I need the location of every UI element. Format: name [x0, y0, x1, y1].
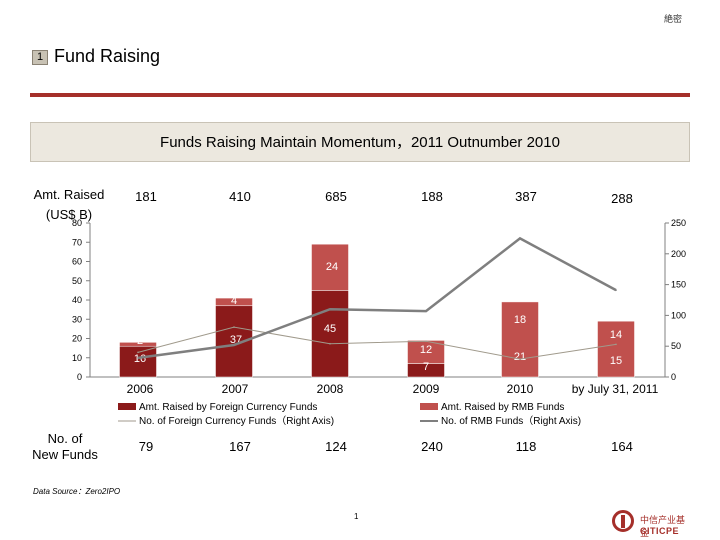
right-axis-tick-label: 0	[671, 372, 676, 382]
logo-chinese-name: 中信产业基金	[640, 516, 686, 539]
category-label: 2009	[413, 382, 440, 396]
funds-total-2008: 124	[325, 439, 347, 454]
section-number: 1	[32, 50, 48, 65]
legend-rmb-bar-label: Amt. Raised by RMB Funds	[441, 402, 564, 413]
new-funds-label-line2: New Funds	[32, 447, 98, 462]
legend-rmb-line-label: No. of RMB Funds（Right Axis)	[441, 415, 581, 427]
bar-rmb-by-July-31-2011	[597, 320, 635, 378]
amount-total-by-July-31-2011: 288	[611, 191, 633, 206]
right-axis-tick-label: 50	[671, 341, 681, 351]
line-rmb-funds-point	[329, 308, 331, 311]
funds-total-2007: 167	[229, 439, 251, 454]
right-axis-tick-label: 100	[671, 310, 686, 320]
category-label: 2006	[127, 382, 154, 396]
legend-foreign-line-label: No. of Foreign Currency Funds（Right Axis…	[139, 415, 334, 427]
amount-raised-label-line1: Amt. Raised	[33, 187, 105, 202]
bar-label-extra: 14	[610, 329, 622, 341]
section-title: Fund Raising	[54, 46, 161, 66]
amount-total-2009: 188	[421, 189, 443, 204]
legend-rmb-bar-swatch	[420, 403, 438, 410]
bar-label-rmb: 4	[231, 295, 237, 307]
bar-label-foreign: 45	[324, 323, 336, 335]
new-funds-label-line1: No. of	[47, 431, 83, 446]
line-rmb-funds-point	[425, 310, 427, 312]
bar-foreign-2006	[119, 345, 157, 378]
right-axis-tick-label: 250	[671, 218, 686, 228]
confidential-mark: 絶密	[663, 14, 682, 24]
logo-english-name: CITICPE	[640, 526, 680, 536]
bar-rmb-2008	[311, 243, 349, 291]
chart-banner-title: Funds Raising Maintain Momentum，2011 Out…	[30, 122, 690, 162]
citicpe-logo: 中信产业基金 CITICPE	[612, 510, 688, 540]
bar-label-extra: 21	[514, 351, 526, 363]
left-axis-tick-label: 20	[72, 334, 82, 344]
bar-label-extra: 15	[610, 355, 622, 367]
bar-rmb-2010	[501, 301, 539, 378]
amount-raised-label-line2: (US$ B)	[45, 207, 93, 222]
line-rmb-funds-point	[233, 344, 235, 346]
page-number: 1	[354, 512, 359, 521]
legend-foreign-bar-label: Amt. Raised by Foreign Currency Funds	[139, 402, 317, 413]
category-label: by July 31, 2011	[572, 382, 659, 396]
funds-total-2006: 79	[139, 439, 153, 454]
amount-raised-label: Amt. Raised (US$ B)	[30, 185, 108, 225]
line-foreign-funds-point	[519, 358, 521, 360]
left-axis-tick-label: 80	[72, 218, 82, 228]
bar-foreign-2008	[311, 290, 349, 378]
funds-total-2009: 240	[421, 439, 443, 454]
left-axis-tick-label: 40	[72, 295, 82, 305]
new-funds-label: No. of New Funds	[30, 431, 100, 463]
line-foreign-funds-point	[137, 351, 139, 354]
bar-label-extra: 18	[514, 314, 526, 326]
bar-rmb-2006	[119, 342, 157, 347]
left-axis-tick-label: 70	[72, 237, 82, 247]
line-foreign-funds	[137, 326, 617, 360]
line-rmb-funds-point	[615, 289, 617, 291]
line-foreign-funds-point	[329, 342, 331, 345]
amount-total-2007: 410	[229, 189, 251, 204]
line-foreign-funds-point	[233, 326, 235, 328]
left-axis-tick-label: 10	[72, 353, 82, 363]
funds-total-by-July-31-2011: 164	[611, 439, 633, 454]
citic-logo-icon	[612, 510, 634, 532]
right-axis-tick-label: 150	[671, 280, 686, 290]
right-axis-tick-label: 200	[671, 249, 686, 259]
amount-total-2008: 685	[325, 189, 347, 204]
bar-label-foreign: 7	[423, 361, 429, 373]
category-label: 2007	[222, 382, 249, 396]
left-axis-tick-label: 60	[72, 257, 82, 267]
amount-total-2010: 387	[515, 189, 537, 204]
left-axis-tick-label: 0	[77, 372, 82, 382]
line-rmb-funds	[137, 236, 617, 360]
title-divider	[30, 93, 690, 97]
bar-rmb-2009	[407, 340, 445, 364]
left-axis-tick-label: 30	[72, 314, 82, 324]
line-rmb-funds-point	[137, 357, 139, 359]
funds-total-2010: 118	[516, 439, 537, 454]
category-label: 2008	[317, 382, 344, 396]
bar-rmb-2007	[215, 297, 253, 307]
line-foreign-funds-point	[615, 343, 617, 346]
legend-foreign-bar-swatch	[118, 403, 136, 410]
line-foreign-funds-point	[425, 340, 427, 343]
amount-total-2006: 181	[135, 189, 157, 204]
left-axis-tick-label: 50	[72, 276, 82, 286]
line-rmb-funds-point	[519, 237, 521, 240]
bar-label-rmb: 2	[137, 335, 143, 347]
category-label: 2010	[507, 382, 534, 396]
bar-label-rmb: 24	[326, 261, 338, 273]
bar-label-foreign: 16	[134, 353, 146, 365]
data-source: Data Source：Zero2IPO	[33, 487, 121, 496]
bar-label-rmb: 12	[420, 344, 432, 356]
